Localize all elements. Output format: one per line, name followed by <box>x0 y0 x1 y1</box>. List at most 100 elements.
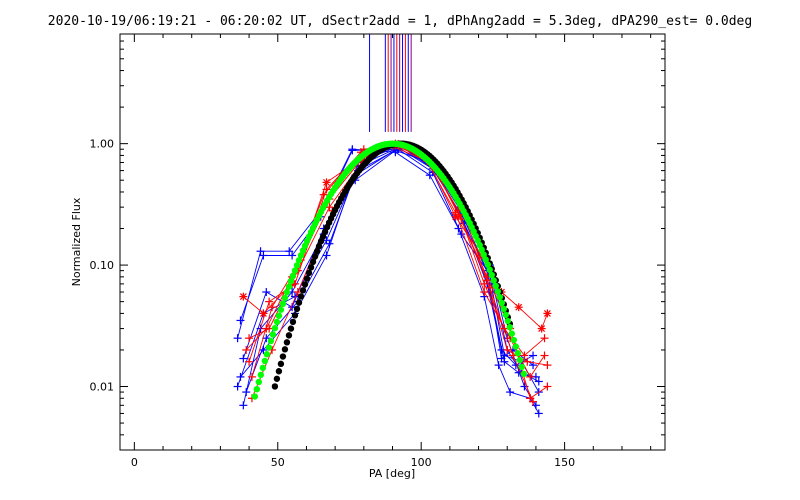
data-point <box>457 230 466 239</box>
model-point <box>289 272 297 280</box>
model-point <box>283 339 291 346</box>
y-tick-label: 1.00 <box>90 138 115 151</box>
model-point <box>259 364 267 372</box>
model-point <box>494 288 501 295</box>
y-axis-label: Normalized Flux <box>70 197 83 286</box>
model-point <box>255 378 263 386</box>
model-point <box>275 312 283 319</box>
data-point <box>480 288 489 297</box>
model-point <box>313 248 321 255</box>
model-point <box>271 383 279 390</box>
data-point <box>503 345 512 354</box>
model-point <box>305 269 313 277</box>
chart-title: 2020-10-19/06:19:21 - 06:20:02 UT, dSect… <box>47 14 753 29</box>
model-point <box>480 251 487 258</box>
data-point <box>457 214 466 223</box>
model-point <box>311 253 319 260</box>
model-point <box>271 324 279 332</box>
model-point <box>289 318 297 326</box>
data-point <box>262 288 271 297</box>
model-point <box>273 375 281 382</box>
data-point <box>245 334 254 343</box>
data-point <box>259 251 268 260</box>
data-point <box>256 247 265 256</box>
model-point <box>309 258 317 266</box>
data-point <box>540 351 549 360</box>
data-point <box>348 146 357 155</box>
model-point <box>293 305 301 313</box>
model-point <box>500 305 507 313</box>
model-point <box>504 317 512 325</box>
x-tick-label: 0 <box>131 456 138 469</box>
model-point <box>510 336 518 344</box>
model-point <box>516 356 524 364</box>
data-point <box>543 309 552 318</box>
model-point <box>285 283 293 290</box>
model-point <box>253 385 261 393</box>
data-point <box>245 357 254 366</box>
model-point <box>512 343 520 350</box>
model-point <box>273 318 281 326</box>
model-point <box>293 262 301 269</box>
model-point <box>257 371 265 379</box>
model-point <box>275 368 283 375</box>
model-curve <box>251 140 528 400</box>
data-point <box>529 397 538 406</box>
data-point <box>500 351 509 360</box>
model-point <box>315 243 323 250</box>
model-point <box>263 351 271 358</box>
model-point <box>506 324 514 331</box>
model-point <box>317 238 325 245</box>
model-point <box>307 264 315 271</box>
data-point <box>322 178 331 187</box>
data-point <box>520 351 529 360</box>
model-point <box>291 312 299 319</box>
data-point <box>285 247 294 256</box>
model-point <box>261 357 269 365</box>
series-line <box>240 144 540 382</box>
data-point <box>543 361 552 370</box>
model-point <box>492 282 499 290</box>
model-point <box>267 337 275 345</box>
model-point <box>490 277 497 284</box>
x-tick-label: 150 <box>554 456 575 469</box>
data-point <box>262 334 271 343</box>
data-point <box>242 345 251 354</box>
data-point <box>534 409 543 418</box>
data-point <box>526 372 535 381</box>
data-point <box>523 357 532 366</box>
y-tick-label: 0.01 <box>90 381 115 394</box>
model-point <box>269 331 277 338</box>
data-point <box>259 345 268 354</box>
data-point <box>540 334 549 343</box>
x-axis-label: PA [deg] <box>369 467 415 480</box>
model-point <box>295 257 303 264</box>
data-point <box>265 297 274 306</box>
data-point <box>322 251 331 260</box>
model-point <box>508 330 516 337</box>
data-point <box>268 303 277 312</box>
data-point <box>239 401 248 410</box>
x-tick-label: 100 <box>411 456 432 469</box>
data-point <box>233 382 242 391</box>
model-point <box>299 287 307 294</box>
data-point <box>239 292 248 301</box>
model-point <box>287 325 295 332</box>
data-point <box>543 382 552 391</box>
model-point <box>277 306 285 313</box>
data-point <box>242 388 251 397</box>
plot-frame <box>119 33 666 451</box>
model-point <box>484 261 491 268</box>
model-point <box>518 363 526 371</box>
model-point <box>295 299 303 306</box>
model-point <box>287 277 295 285</box>
data-point <box>247 372 256 381</box>
model-point <box>297 252 305 259</box>
x-tick-label: 50 <box>271 456 285 469</box>
model-point <box>303 275 311 282</box>
data-point <box>514 303 523 312</box>
model-curve <box>271 140 514 390</box>
data-point <box>486 283 495 292</box>
data-point <box>322 185 331 194</box>
